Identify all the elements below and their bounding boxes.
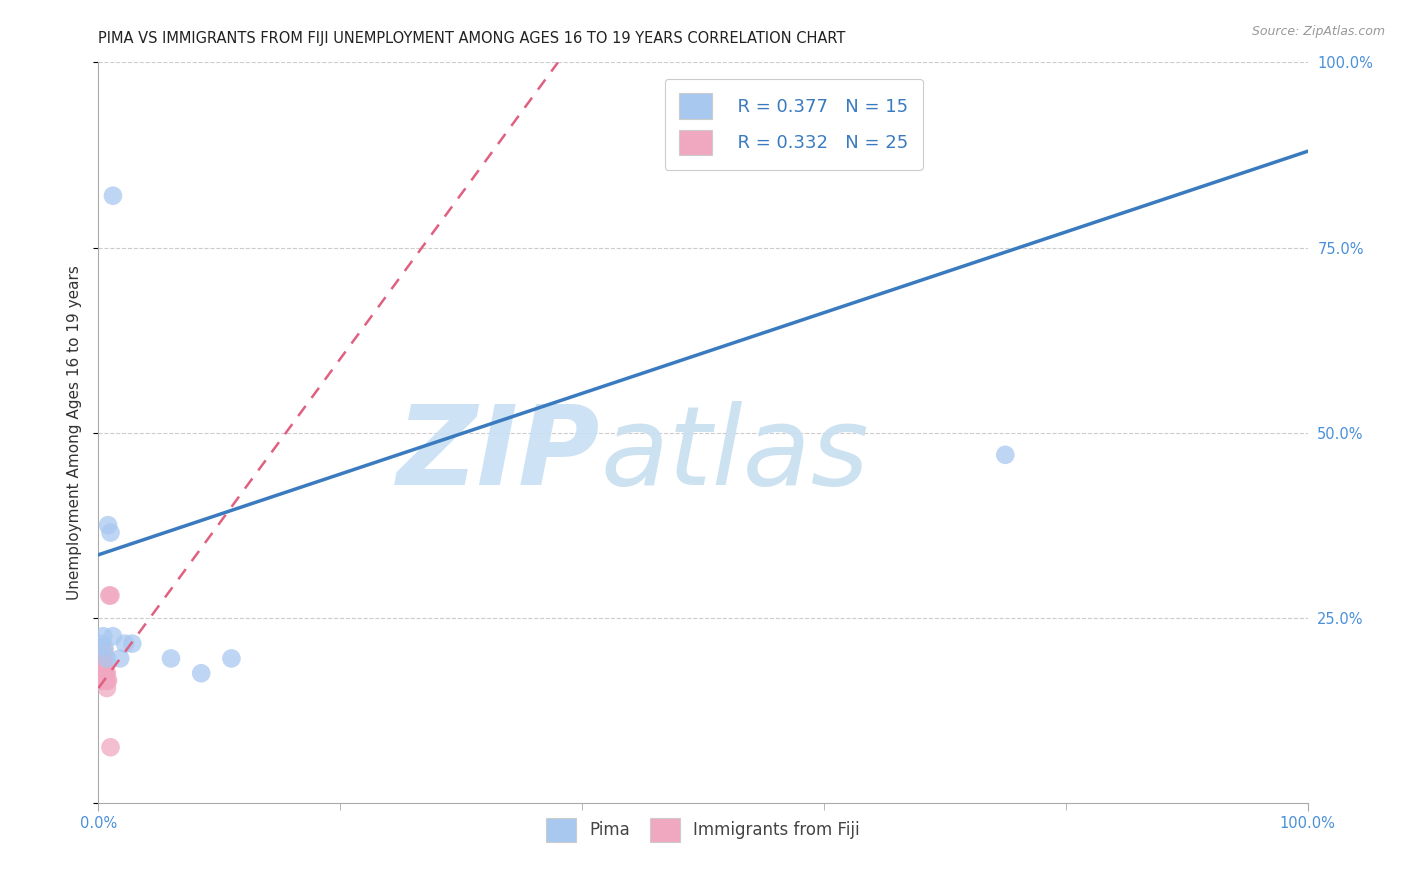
- Point: [91, 629, 114, 643]
- Point: [96, 673, 118, 688]
- Point: [94, 673, 117, 688]
- Point: [97, 673, 120, 688]
- Point: [91, 673, 114, 688]
- Point: [93, 666, 115, 681]
- Point: [93, 644, 115, 658]
- Point: [108, 651, 131, 665]
- Point: [121, 637, 143, 651]
- Point: [93, 640, 115, 655]
- Text: PIMA VS IMMIGRANTS FROM FIJI UNEMPLOYMENT AMONG AGES 16 TO 19 YEARS CORRELATION : PIMA VS IMMIGRANTS FROM FIJI UNEMPLOYMEN…: [98, 31, 846, 46]
- Point: [90, 666, 112, 681]
- Point: [90, 637, 112, 651]
- Point: [96, 651, 118, 665]
- Point: [89, 663, 111, 677]
- Y-axis label: Unemployment Among Ages 16 to 19 years: Unemployment Among Ages 16 to 19 years: [67, 265, 83, 600]
- Point: [100, 740, 122, 755]
- Point: [221, 651, 243, 665]
- Point: [93, 673, 115, 688]
- Point: [91, 663, 114, 677]
- Point: [98, 589, 121, 603]
- Point: [160, 651, 183, 665]
- Point: [190, 666, 212, 681]
- Point: [91, 666, 114, 681]
- Point: [100, 589, 122, 603]
- Legend: Pima, Immigrants from Fiji: Pima, Immigrants from Fiji: [537, 810, 869, 850]
- Point: [93, 651, 115, 665]
- Point: [91, 666, 114, 681]
- Point: [91, 673, 114, 688]
- Point: [114, 637, 136, 651]
- Text: Source: ZipAtlas.com: Source: ZipAtlas.com: [1251, 25, 1385, 38]
- Point: [96, 666, 118, 681]
- Point: [93, 658, 115, 673]
- Point: [97, 518, 120, 533]
- Point: [91, 651, 114, 665]
- Point: [91, 648, 114, 662]
- Point: [100, 525, 122, 540]
- Point: [101, 188, 124, 202]
- Point: [96, 681, 118, 695]
- Text: atlas: atlas: [600, 401, 869, 508]
- Point: [91, 658, 114, 673]
- Point: [94, 666, 117, 681]
- Text: ZIP: ZIP: [396, 401, 600, 508]
- Point: [101, 629, 124, 643]
- Point: [994, 448, 1017, 462]
- Point: [90, 655, 112, 669]
